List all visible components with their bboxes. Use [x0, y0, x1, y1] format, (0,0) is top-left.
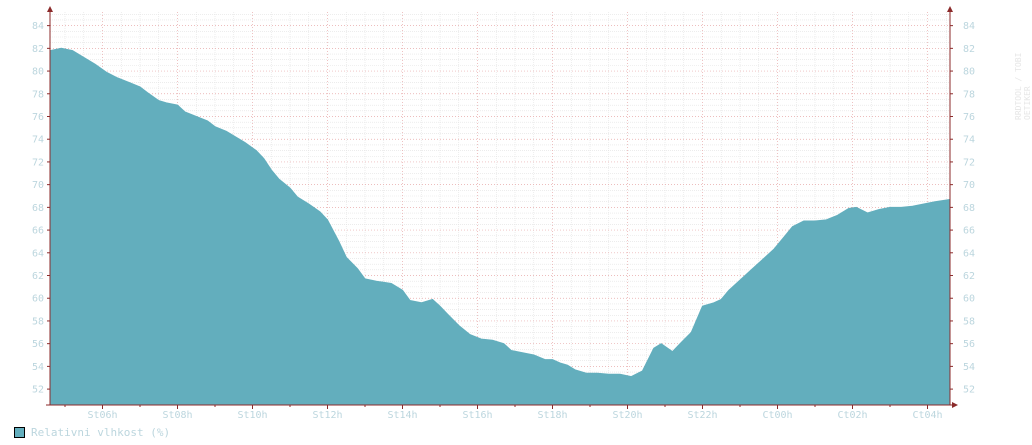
- y-tick-label-right: 78: [963, 89, 975, 100]
- y-tick-label-left: 82: [32, 44, 44, 55]
- x-tick-label: St22h: [687, 410, 717, 421]
- x-tick-label: Ct00h: [762, 410, 792, 421]
- legend-swatch: [14, 426, 25, 438]
- y-tick-label-left: 84: [32, 21, 44, 32]
- y-tick-label-right: 58: [963, 316, 975, 327]
- y-tick-label-right: 82: [963, 44, 975, 55]
- y-tick-label-right: 62: [963, 271, 975, 282]
- y-tick-label-right: 72: [963, 157, 975, 168]
- y-tick-label-right: 66: [963, 226, 975, 237]
- y-axis-left-arrow: [47, 6, 53, 12]
- y-tick-label-left: 54: [32, 362, 44, 373]
- x-tick-label: St06h: [87, 410, 117, 421]
- x-tick-label: St20h: [612, 410, 642, 421]
- y-tick-label-left: 66: [32, 226, 44, 237]
- x-tick-label: Ct04h: [912, 410, 942, 421]
- y-tick-label-left: 64: [32, 248, 44, 259]
- y-tick-label-left: 76: [32, 112, 44, 123]
- x-tick-label: St10h: [237, 410, 267, 421]
- legend: Relativni vlhkost (%): [14, 425, 170, 439]
- y-tick-label-left: 52: [32, 385, 44, 396]
- y-tick-label-right: 84: [963, 21, 975, 32]
- y-tick-label-left: 72: [32, 157, 44, 168]
- humidity-area: [49, 47, 951, 406]
- y-tick-label-left: 80: [32, 67, 44, 78]
- y-axis-right-arrow: [947, 6, 953, 12]
- y-tick-label-left: 58: [32, 316, 44, 327]
- y-tick-label-left: 68: [32, 203, 44, 214]
- y-tick-label-right: 52: [963, 385, 975, 396]
- y-tick-label-right: 60: [963, 294, 975, 305]
- x-tick-label: St08h: [162, 410, 192, 421]
- y-tick-label-left: 74: [32, 135, 44, 146]
- y-tick-label-right: 54: [963, 362, 975, 373]
- legend-label: Relativni vlhkost (%): [31, 425, 171, 439]
- x-tick-label: St16h: [462, 410, 492, 421]
- y-tick-label-right: 64: [963, 248, 975, 259]
- y-tick-label-left: 60: [32, 294, 44, 305]
- y-tick-label-right: 68: [963, 203, 975, 214]
- y-tick-label-right: 76: [963, 112, 975, 123]
- y-tick-label-right: 56: [963, 339, 975, 350]
- y-tick-label-left: 56: [32, 339, 44, 350]
- x-tick-label: St18h: [537, 410, 567, 421]
- y-tick-label-left: 70: [32, 180, 44, 191]
- x-tick-label: St12h: [312, 410, 342, 421]
- x-axis-arrow: [952, 402, 958, 408]
- x-tick-label: Ct02h: [837, 410, 867, 421]
- x-tick-label: St14h: [387, 410, 417, 421]
- y-tick-label-right: 74: [963, 135, 975, 146]
- y-tick-label-left: 62: [32, 271, 44, 282]
- watermark: RRDTOOL / TOBI OETIKER: [1014, 52, 1032, 120]
- y-tick-label-right: 80: [963, 67, 975, 78]
- y-tick-label-right: 70: [963, 180, 975, 191]
- y-tick-label-left: 78: [32, 89, 44, 100]
